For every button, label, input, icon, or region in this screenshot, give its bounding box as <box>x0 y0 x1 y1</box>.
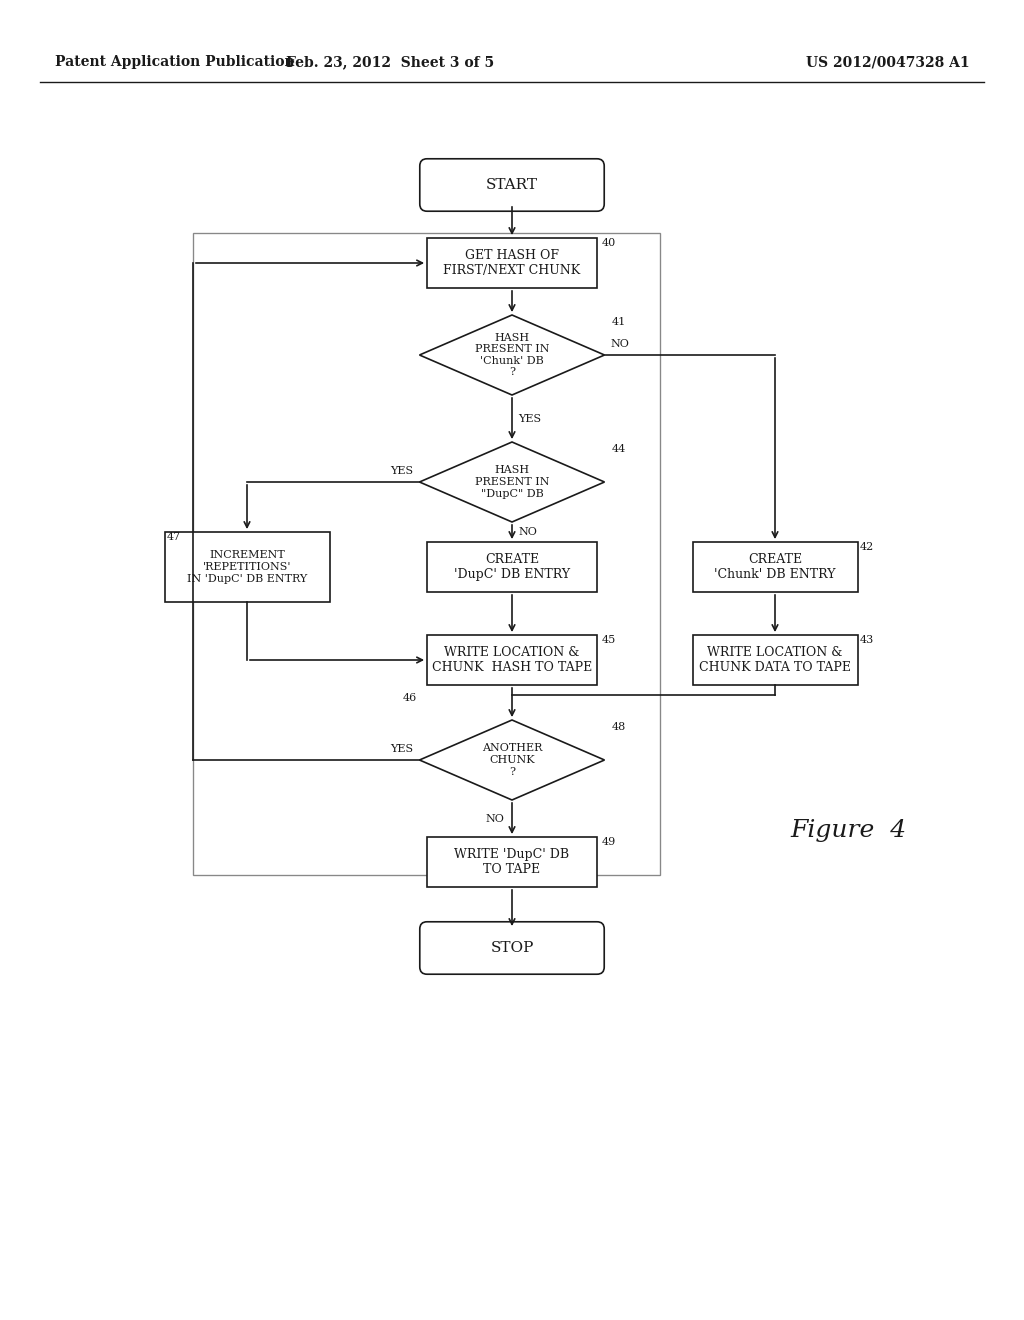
Text: WRITE LOCATION &
CHUNK DATA TO TAPE: WRITE LOCATION & CHUNK DATA TO TAPE <box>699 645 851 675</box>
Bar <box>427 837 597 887</box>
Polygon shape <box>420 719 604 800</box>
Bar <box>692 635 857 685</box>
Text: Figure  4: Figure 4 <box>790 818 906 842</box>
Text: CREATE
'Chunk' DB ENTRY: CREATE 'Chunk' DB ENTRY <box>715 553 836 581</box>
Text: YES: YES <box>390 466 414 477</box>
FancyBboxPatch shape <box>420 921 604 974</box>
FancyBboxPatch shape <box>420 158 604 211</box>
Bar <box>427 543 597 591</box>
Text: WRITE LOCATION &
CHUNK  HASH TO TAPE: WRITE LOCATION & CHUNK HASH TO TAPE <box>432 645 592 675</box>
Text: 41: 41 <box>612 317 627 327</box>
Text: 44: 44 <box>612 444 627 454</box>
Text: START: START <box>486 178 538 191</box>
Text: NO: NO <box>518 527 537 537</box>
Bar <box>427 635 597 685</box>
Text: Patent Application Publication: Patent Application Publication <box>55 55 295 69</box>
Text: 46: 46 <box>402 693 417 704</box>
Text: 49: 49 <box>602 837 616 847</box>
Text: Feb. 23, 2012  Sheet 3 of 5: Feb. 23, 2012 Sheet 3 of 5 <box>286 55 494 69</box>
Text: ANOTHER
CHUNK
?: ANOTHER CHUNK ? <box>482 743 542 776</box>
Text: US 2012/0047328 A1: US 2012/0047328 A1 <box>806 55 970 69</box>
Text: 48: 48 <box>612 722 627 733</box>
Text: NO: NO <box>610 339 630 348</box>
Text: 40: 40 <box>602 238 616 248</box>
Text: INCREMENT
'REPETITIONS'
IN 'DupC' DB ENTRY: INCREMENT 'REPETITIONS' IN 'DupC' DB ENT… <box>186 550 307 583</box>
Bar <box>427 238 597 288</box>
Text: CREATE
'DupC' DB ENTRY: CREATE 'DupC' DB ENTRY <box>454 553 570 581</box>
Polygon shape <box>420 315 604 395</box>
Text: 47: 47 <box>167 532 181 543</box>
Text: HASH
PRESENT IN
'Chunk' DB
?: HASH PRESENT IN 'Chunk' DB ? <box>475 333 549 378</box>
Text: GET HASH OF
FIRST/NEXT CHUNK: GET HASH OF FIRST/NEXT CHUNK <box>443 249 581 277</box>
Text: STOP: STOP <box>490 941 534 954</box>
Text: 45: 45 <box>602 635 616 645</box>
Bar <box>165 532 330 602</box>
Text: NO: NO <box>485 813 504 824</box>
Bar <box>193 234 660 875</box>
Text: YES: YES <box>390 744 414 754</box>
Text: 42: 42 <box>860 543 874 552</box>
Text: HASH
PRESENT IN
"DupC" DB: HASH PRESENT IN "DupC" DB <box>475 466 549 499</box>
Text: WRITE 'DupC' DB
TO TAPE: WRITE 'DupC' DB TO TAPE <box>455 847 569 876</box>
Text: 43: 43 <box>860 635 874 645</box>
Bar <box>692 543 857 591</box>
Polygon shape <box>420 442 604 521</box>
Text: YES: YES <box>518 413 541 424</box>
